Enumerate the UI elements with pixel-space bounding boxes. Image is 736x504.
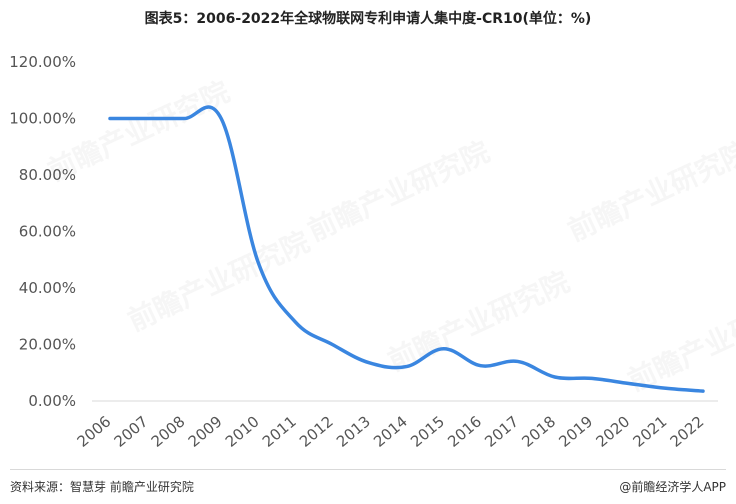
x-tick-label: 2022: [667, 412, 708, 450]
y-tick-label: 100.00%: [9, 110, 76, 128]
data-point: [256, 261, 260, 265]
x-tick-label: 2016: [444, 412, 485, 450]
data-point: [219, 117, 223, 121]
x-tick-label: 2019: [555, 412, 596, 450]
x-tick-label: 2014: [370, 412, 411, 450]
y-tick-label: 20.00%: [19, 336, 76, 354]
y-tick-label: 40.00%: [19, 279, 76, 297]
x-tick-label: 2013: [333, 412, 374, 450]
data-point: [590, 376, 594, 380]
footer-divider: [10, 469, 726, 470]
y-tick-label: 0.00%: [28, 392, 76, 410]
x-tick-label: 2015: [407, 412, 448, 450]
data-point: [367, 361, 371, 365]
data-point: [108, 117, 112, 121]
data-point: [664, 386, 668, 390]
brand-credit: @前瞻经济学人APP: [619, 480, 726, 494]
data-point: [182, 117, 186, 121]
source-note: 资料来源：智慧芽 前瞻产业研究院: [10, 480, 194, 494]
data-point: [330, 343, 334, 347]
x-tick-label: 2008: [148, 412, 189, 450]
x-tick-label: 2011: [259, 412, 300, 450]
y-tick-label: 120.00%: [9, 53, 76, 71]
x-tick-label: 2020: [592, 412, 633, 450]
y-tick-label: 80.00%: [19, 166, 76, 184]
data-point: [405, 365, 409, 369]
x-tick-label: 2007: [111, 412, 152, 450]
x-tick-label: 2017: [481, 412, 522, 450]
x-tick-label: 2018: [518, 412, 559, 450]
data-point: [627, 381, 631, 385]
data-point: [516, 359, 520, 363]
x-tick-label: 2009: [185, 412, 226, 450]
y-tick-label: 60.00%: [19, 223, 76, 241]
data-point: [442, 347, 446, 351]
x-tick-label: 2021: [630, 412, 671, 450]
x-tick-label: 2012: [296, 412, 337, 450]
data-point: [553, 375, 557, 379]
data-point: [145, 117, 149, 121]
x-tick-label: 2010: [222, 412, 263, 450]
data-point: [293, 320, 297, 324]
x-tick-label: 2006: [74, 412, 115, 450]
chart-title: 图表5：2006-2022年全球物联网专利申请人集中度-CR10(单位：%): [144, 11, 592, 27]
series-line: [108, 105, 705, 393]
data-point: [701, 389, 705, 393]
data-point: [479, 364, 483, 368]
